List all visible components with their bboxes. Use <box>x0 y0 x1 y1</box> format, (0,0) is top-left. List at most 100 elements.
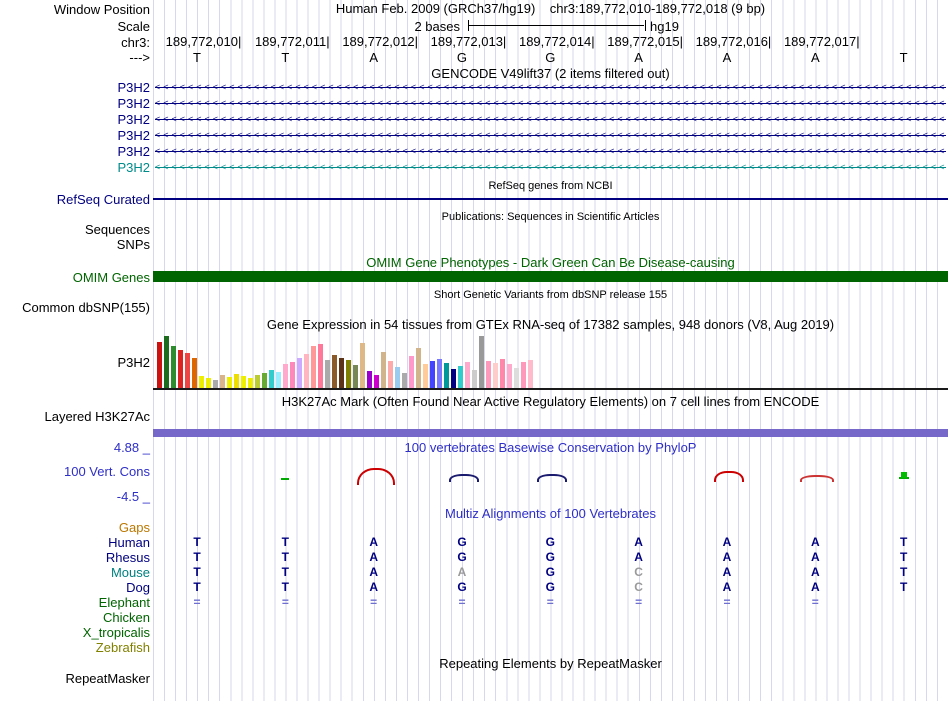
track-label-gaps[interactable]: Gaps <box>118 520 150 535</box>
gtex-bar <box>185 353 190 388</box>
track-label-h3k27ac[interactable]: Layered H3K27Ac <box>44 409 150 424</box>
gtex-bar <box>486 361 491 388</box>
track-label-gtex-gene[interactable]: P3H2 <box>117 355 150 370</box>
gtex-bar <box>248 378 253 388</box>
gtex-bar <box>367 371 372 388</box>
refseq-curated-line[interactable] <box>153 198 948 200</box>
multiz-track-title: Multiz Alignments of 100 Vertebrates <box>444 506 656 521</box>
reference-base: A <box>369 50 378 65</box>
gtex-bar <box>458 366 463 388</box>
gtex-bar <box>269 370 274 388</box>
track-label-snps[interactable]: SNPs <box>116 237 150 252</box>
reference-base: A <box>810 50 820 65</box>
gencode-gene-label[interactable]: P3H2 <box>117 128 150 143</box>
alignment-base: T <box>281 550 289 564</box>
alignment-base: T <box>281 565 289 579</box>
phylop-max-label: 4.88 _ <box>113 440 150 455</box>
gtex-bar <box>234 374 239 388</box>
track-label-rhesus[interactable]: Rhesus <box>105 550 150 565</box>
gtex-bar <box>206 378 211 388</box>
alignment-base: = <box>458 595 466 609</box>
gtex-bar <box>381 352 386 388</box>
gtex-bar <box>493 363 498 388</box>
track-label-omim-genes[interactable]: OMIM Genes <box>72 270 150 285</box>
gtex-bar <box>227 377 232 388</box>
coordinate-label: 189,772,013| <box>430 34 507 49</box>
gencode-track-title: GENCODE V49lift37 (2 items filtered out) <box>431 66 670 81</box>
reference-base: T <box>281 50 290 65</box>
publications-track-title: Publications: Sequences in Scientific Ar… <box>441 211 660 223</box>
gtex-bar <box>472 370 477 388</box>
alignment-base: A <box>634 550 643 564</box>
alignment-base: G <box>457 535 467 549</box>
track-label-refseq-curated[interactable]: RefSeq Curated <box>56 192 150 207</box>
coordinate-label: 189,772,010| <box>165 34 242 49</box>
gtex-bar <box>451 369 456 388</box>
gencode-transcript-row[interactable]: <<<<<<<<<<<<<<<<<<<<<<<<<<<<<<<<<<<<<<<<… <box>155 131 946 140</box>
omim-gene-bar[interactable] <box>153 271 948 282</box>
alignment-base: G <box>457 580 467 594</box>
gtex-bar <box>304 354 309 388</box>
alignment-base: T <box>193 535 201 549</box>
gencode-transcript-row[interactable]: <<<<<<<<<<<<<<<<<<<<<<<<<<<<<<<<<<<<<<<<… <box>155 115 946 124</box>
gencode-gene-label[interactable]: P3H2 <box>117 96 150 111</box>
alignment-base: = <box>811 595 819 609</box>
alignment-base: A <box>722 580 732 594</box>
alignment-base: T <box>281 535 289 549</box>
coordinate-label: 189,772,012| <box>342 34 418 49</box>
alignment-base: C <box>634 580 643 594</box>
alignment-base: = <box>546 595 554 609</box>
track-label-human[interactable]: Human <box>108 535 150 550</box>
alignment-base: A <box>457 565 467 579</box>
reference-base: T <box>899 50 908 65</box>
track-label-chicken[interactable]: Chicken <box>103 610 150 625</box>
track-label-100-vert-cons[interactable]: 100 Vert. Cons <box>64 464 150 479</box>
gtex-bar <box>507 364 512 388</box>
track-label-mouse[interactable]: Mouse <box>110 565 150 580</box>
reference-base: A <box>634 50 643 65</box>
gtex-bar <box>346 360 351 388</box>
gencode-transcript-row[interactable]: <<<<<<<<<<<<<<<<<<<<<<<<<<<<<<<<<<<<<<<<… <box>155 99 946 108</box>
track-label-dog[interactable]: Dog <box>126 580 150 595</box>
h3k27ac-signal-bar[interactable] <box>153 429 948 437</box>
alignment-base: G <box>545 580 555 594</box>
alignment-base: = <box>370 595 378 609</box>
coordinate-label: 189,772,015| <box>607 34 683 49</box>
gencode-transcript-row[interactable]: <<<<<<<<<<<<<<<<<<<<<<<<<<<<<<<<<<<<<<<<… <box>155 163 946 172</box>
alignment-base: T <box>193 550 201 564</box>
gencode-gene-label[interactable]: P3H2 <box>117 80 150 95</box>
track-label-sequences[interactable]: Sequences <box>84 222 150 237</box>
dbsnp-track-title: Short Genetic Variants from dbSNP releas… <box>433 289 668 301</box>
track-label-repeatmasker[interactable]: RepeatMasker <box>65 671 150 686</box>
gtex-bar <box>374 375 379 388</box>
track-label-zebrafish[interactable]: Zebrafish <box>95 640 150 655</box>
gtex-bar <box>318 344 323 388</box>
gtex-bar <box>290 362 295 388</box>
phylop-dash <box>898 477 909 479</box>
gencode-transcript-row[interactable]: <<<<<<<<<<<<<<<<<<<<<<<<<<<<<<<<<<<<<<<<… <box>155 83 946 92</box>
alignment-base: A <box>722 535 732 549</box>
gencode-gene-label[interactable]: P3H2 <box>117 160 150 175</box>
direction-arrow-label: ---> <box>129 50 150 65</box>
gtex-bar <box>199 376 204 388</box>
gtex-bar <box>339 358 344 388</box>
alignment-base: A <box>369 535 378 549</box>
gencode-gene-label[interactable]: P3H2 <box>117 144 150 159</box>
track-label-dbsnp[interactable]: Common dbSNP(155) <box>22 300 150 315</box>
gtex-bar <box>528 360 533 388</box>
gtex-bar <box>423 364 428 388</box>
phylop-arc <box>537 474 568 482</box>
gencode-gene-label[interactable]: P3H2 <box>117 112 150 127</box>
track-label-x-tropicalis[interactable]: X_tropicalis <box>82 625 150 640</box>
gtex-bar <box>255 375 260 388</box>
position-title: Human Feb. 2009 (GRCh37/hg19) chr3:189,7… <box>335 1 766 16</box>
coordinate-label: 189,772,011| <box>254 34 330 49</box>
phylop-dash <box>281 478 290 480</box>
gtex-bar <box>360 343 365 388</box>
alignment-base: T <box>899 580 908 594</box>
alignment-base: = <box>281 595 289 609</box>
gtex-track-title: Gene Expression in 54 tissues from GTEx … <box>266 317 835 332</box>
gencode-transcript-row[interactable]: <<<<<<<<<<<<<<<<<<<<<<<<<<<<<<<<<<<<<<<<… <box>155 147 946 156</box>
track-label-elephant[interactable]: Elephant <box>98 595 150 610</box>
